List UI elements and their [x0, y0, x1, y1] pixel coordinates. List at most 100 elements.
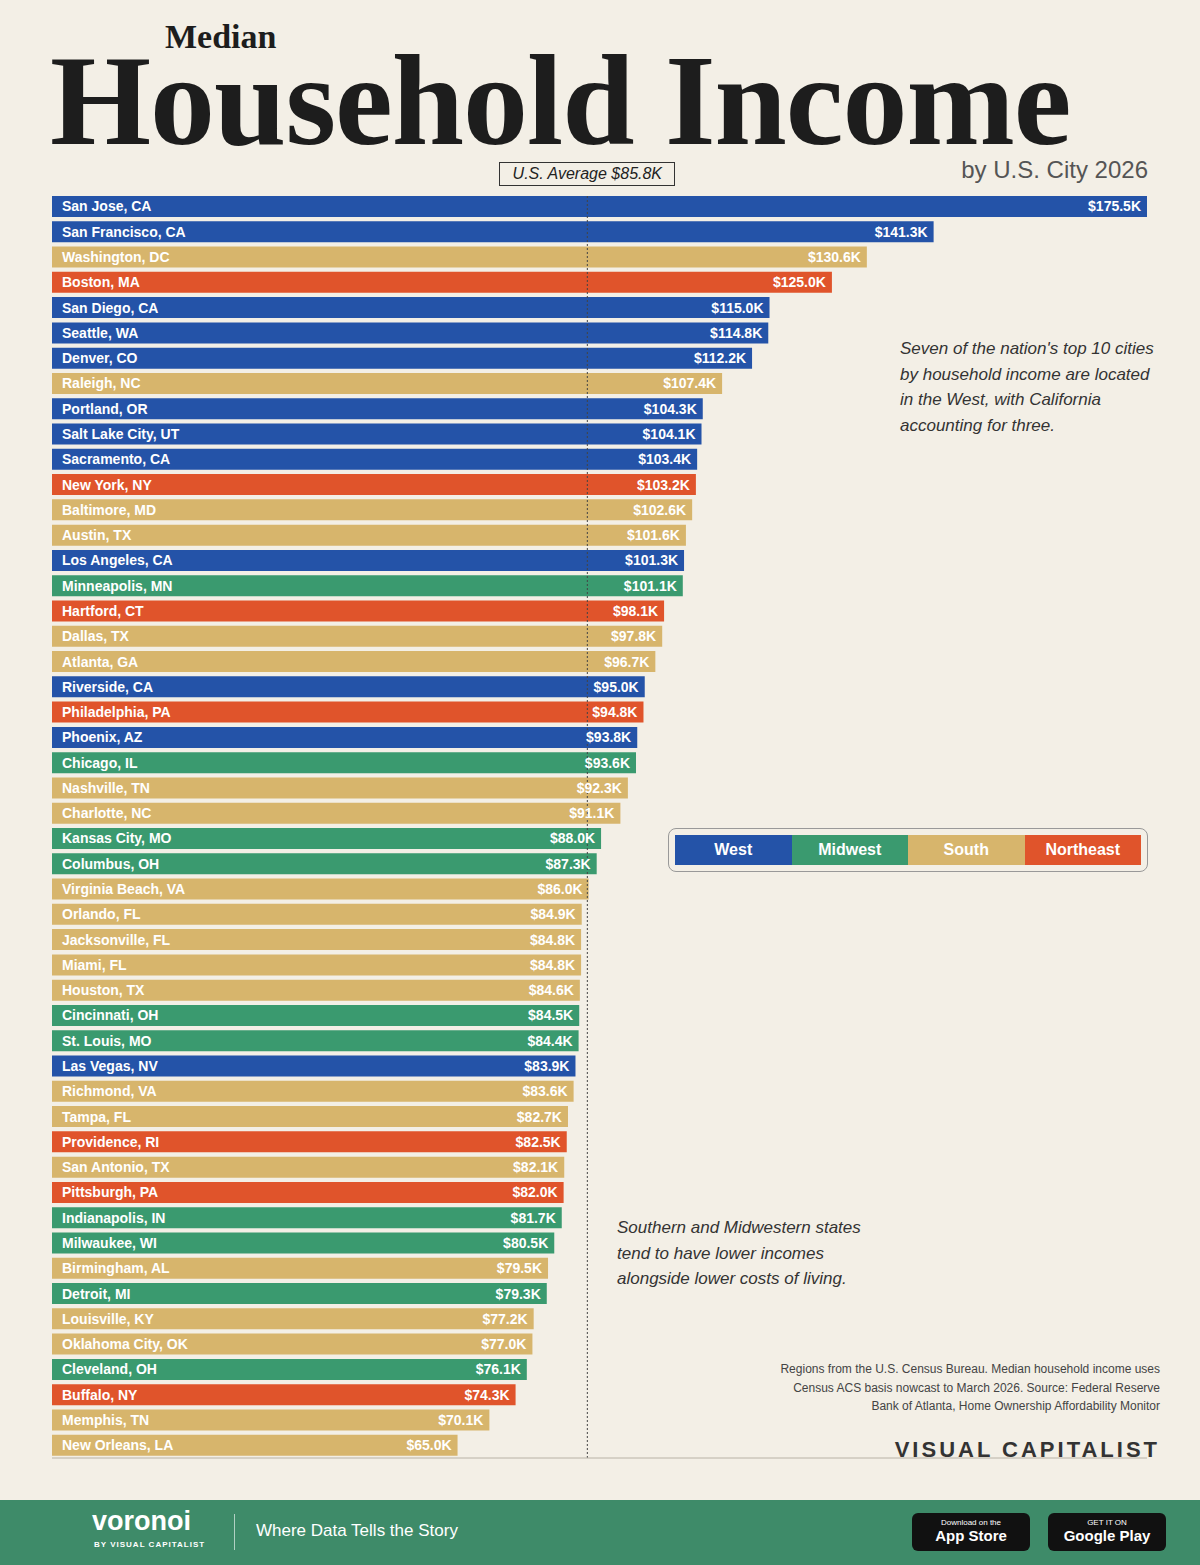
svg-text:Las Vegas, NV: Las Vegas, NV	[62, 1058, 158, 1074]
svg-text:San Antonio, TX: San Antonio, TX	[62, 1159, 170, 1175]
svg-text:Los Angeles, CA: Los Angeles, CA	[62, 552, 173, 568]
svg-text:Richmond, VA: Richmond, VA	[62, 1083, 157, 1099]
svg-text:Chicago, IL: Chicago, IL	[62, 755, 138, 771]
svg-text:Philadelphia, PA: Philadelphia, PA	[62, 704, 171, 720]
svg-text:Miami, FL: Miami, FL	[62, 957, 127, 973]
svg-text:Phoenix, AZ: Phoenix, AZ	[62, 729, 143, 745]
svg-text:$65.0K: $65.0K	[406, 1437, 451, 1453]
svg-text:$175.5K: $175.5K	[1088, 198, 1141, 214]
svg-text:New York, NY: New York, NY	[62, 477, 152, 493]
svg-text:$80.5K: $80.5K	[503, 1235, 548, 1251]
svg-text:$96.7K: $96.7K	[604, 654, 649, 670]
svg-text:$82.1K: $82.1K	[513, 1159, 558, 1175]
svg-text:Houston, TX: Houston, TX	[62, 982, 145, 998]
svg-text:Providence, RI: Providence, RI	[62, 1134, 159, 1150]
svg-text:$84.4K: $84.4K	[527, 1033, 572, 1049]
svg-text:$103.2K: $103.2K	[637, 477, 690, 493]
svg-text:$125.0K: $125.0K	[773, 274, 826, 290]
svg-text:$115.0K: $115.0K	[711, 300, 763, 316]
svg-text:$84.5K: $84.5K	[528, 1007, 573, 1023]
svg-text:Baltimore, MD: Baltimore, MD	[62, 502, 156, 518]
svg-text:Raleigh, NC: Raleigh, NC	[62, 375, 141, 391]
svg-text:Buffalo, NY: Buffalo, NY	[62, 1387, 138, 1403]
svg-text:Sacramento, CA: Sacramento, CA	[62, 451, 170, 467]
svg-text:San Diego, CA: San Diego, CA	[62, 300, 158, 316]
svg-text:New Orleans, LA: New Orleans, LA	[62, 1437, 173, 1453]
svg-text:Cincinnati, OH: Cincinnati, OH	[62, 1007, 158, 1023]
svg-text:Charlotte, NC: Charlotte, NC	[62, 805, 151, 821]
svg-text:Tampa, FL: Tampa, FL	[62, 1109, 131, 1125]
svg-text:$93.8K: $93.8K	[586, 729, 631, 745]
svg-text:$82.0K: $82.0K	[512, 1184, 557, 1200]
svg-text:$82.7K: $82.7K	[517, 1109, 562, 1125]
svg-text:$79.3K: $79.3K	[496, 1286, 541, 1302]
svg-text:$84.8K: $84.8K	[530, 932, 575, 948]
svg-text:$91.1K: $91.1K	[569, 805, 614, 821]
svg-text:Boston, MA: Boston, MA	[62, 274, 140, 290]
svg-text:San Francisco, CA: San Francisco, CA	[62, 224, 186, 240]
svg-text:Nashville, TN: Nashville, TN	[62, 780, 150, 796]
svg-text:$84.9K: $84.9K	[531, 906, 576, 922]
svg-text:$88.0K: $88.0K	[550, 830, 595, 846]
svg-text:$83.9K: $83.9K	[524, 1058, 569, 1074]
svg-text:$102.6K: $102.6K	[633, 502, 686, 518]
svg-text:$98.1K: $98.1K	[613, 603, 658, 619]
svg-text:Virginia Beach, VA: Virginia Beach, VA	[62, 881, 185, 897]
svg-text:$70.1K: $70.1K	[438, 1412, 483, 1428]
svg-text:$103.4K: $103.4K	[638, 451, 691, 467]
svg-text:$104.3K: $104.3K	[644, 401, 697, 417]
svg-text:$93.6K: $93.6K	[585, 755, 630, 771]
svg-text:Indianapolis, IN: Indianapolis, IN	[62, 1210, 165, 1226]
svg-text:Jacksonville, FL: Jacksonville, FL	[62, 932, 171, 948]
svg-text:$107.4K: $107.4K	[663, 375, 716, 391]
svg-text:Riverside, CA: Riverside, CA	[62, 679, 153, 695]
svg-text:Cleveland, OH: Cleveland, OH	[62, 1361, 157, 1377]
svg-text:San Jose, CA: San Jose, CA	[62, 198, 151, 214]
svg-text:$76.1K: $76.1K	[476, 1361, 521, 1377]
svg-text:$77.2K: $77.2K	[483, 1311, 528, 1327]
svg-text:$83.6K: $83.6K	[522, 1083, 567, 1099]
svg-text:Milwaukee, WI: Milwaukee, WI	[62, 1235, 157, 1251]
svg-text:Memphis, TN: Memphis, TN	[62, 1412, 149, 1428]
svg-text:Austin, TX: Austin, TX	[62, 527, 132, 543]
svg-text:$101.3K: $101.3K	[625, 552, 678, 568]
svg-text:Hartford, CT: Hartford, CT	[62, 603, 144, 619]
svg-text:$82.5K: $82.5K	[516, 1134, 561, 1150]
svg-text:Washington, DC: Washington, DC	[62, 249, 170, 265]
svg-text:Denver, CO: Denver, CO	[62, 350, 138, 366]
svg-text:$97.8K: $97.8K	[611, 628, 656, 644]
svg-text:$84.8K: $84.8K	[530, 957, 575, 973]
svg-text:$141.3K: $141.3K	[875, 224, 928, 240]
svg-text:$74.3K: $74.3K	[464, 1387, 509, 1403]
svg-text:$86.0K: $86.0K	[537, 881, 582, 897]
svg-text:$81.7K: $81.7K	[511, 1210, 556, 1226]
svg-text:$79.5K: $79.5K	[497, 1260, 542, 1276]
svg-text:$101.6K: $101.6K	[627, 527, 680, 543]
svg-text:$114.8K: $114.8K	[710, 325, 762, 341]
svg-text:Detroit, MI: Detroit, MI	[62, 1286, 130, 1302]
svg-text:$101.1K: $101.1K	[624, 578, 677, 594]
svg-text:Portland, OR: Portland, OR	[62, 401, 148, 417]
svg-text:Columbus, OH: Columbus, OH	[62, 856, 159, 872]
svg-text:Oklahoma City, OK: Oklahoma City, OK	[62, 1336, 188, 1352]
svg-text:$112.2K: $112.2K	[694, 350, 746, 366]
svg-text:Atlanta, GA: Atlanta, GA	[62, 654, 138, 670]
svg-text:$95.0K: $95.0K	[594, 679, 639, 695]
svg-text:$94.8K: $94.8K	[592, 704, 637, 720]
svg-text:Seattle, WA: Seattle, WA	[62, 325, 138, 341]
svg-text:St. Louis, MO: St. Louis, MO	[62, 1033, 152, 1049]
svg-text:$87.3K: $87.3K	[546, 856, 591, 872]
svg-text:Birmingham, AL: Birmingham, AL	[62, 1260, 170, 1276]
svg-text:$92.3K: $92.3K	[577, 780, 622, 796]
svg-text:$130.6K: $130.6K	[808, 249, 861, 265]
svg-text:Louisville, KY: Louisville, KY	[62, 1311, 154, 1327]
svg-text:$104.1K: $104.1K	[643, 426, 696, 442]
svg-text:Minneapolis, MN: Minneapolis, MN	[62, 578, 172, 594]
svg-text:Pittsburgh, PA: Pittsburgh, PA	[62, 1184, 158, 1200]
svg-text:$84.6K: $84.6K	[529, 982, 574, 998]
svg-text:$77.0K: $77.0K	[481, 1336, 526, 1352]
svg-text:Orlando, FL: Orlando, FL	[62, 906, 141, 922]
svg-text:Salt Lake City, UT: Salt Lake City, UT	[62, 426, 180, 442]
svg-text:Dallas, TX: Dallas, TX	[62, 628, 130, 644]
svg-text:Kansas City, MO: Kansas City, MO	[62, 830, 172, 846]
